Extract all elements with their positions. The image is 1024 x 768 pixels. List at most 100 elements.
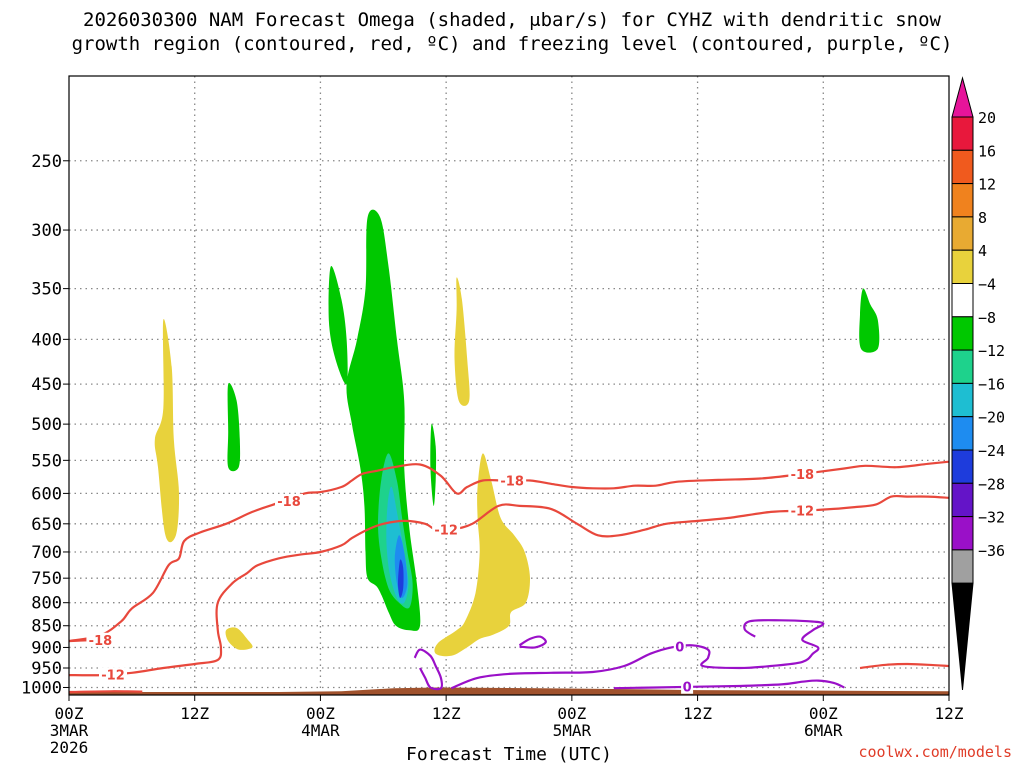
colorbar-swatch xyxy=(951,249,974,284)
colorbar-bottom-arrow xyxy=(951,582,974,691)
colorbar-label: −36 xyxy=(978,542,1005,560)
colorbar-swatch xyxy=(951,449,974,484)
freezing-contour-line-1 xyxy=(450,619,825,690)
dendritic-contour-label-0-1: -18 xyxy=(500,475,524,490)
colorbar: 20 16 12 8 4 −4 −8 −12 −16 −20 −24 −28 −32 −36 xyxy=(951,76,1005,691)
dendritic-contour-label-1-2: -12 xyxy=(791,505,815,520)
x-tick-label: 12Z xyxy=(935,704,964,723)
omega-region-11 xyxy=(434,453,531,657)
x-tick-label: 2026 xyxy=(50,738,89,757)
x-tick-label: 6MAR xyxy=(804,721,843,740)
colorbar-swatch xyxy=(951,349,974,384)
y-tick-label: 650 xyxy=(31,515,62,535)
y-tick-label: 750 xyxy=(31,569,62,589)
x-tick-label: 00Z xyxy=(809,704,838,723)
colorbar-label: 20 xyxy=(978,109,996,127)
omega-region-1 xyxy=(225,627,253,650)
omega-shading xyxy=(154,209,880,657)
freezing-contour-line-2 xyxy=(518,635,547,649)
colorbar-swatch xyxy=(951,216,974,251)
x-tick-label: 5MAR xyxy=(553,721,592,740)
y-tick-label: 950 xyxy=(31,659,62,679)
colorbar-label: 8 xyxy=(978,209,987,227)
colorbar-label: 12 xyxy=(978,176,996,194)
y-tick-label: 450 xyxy=(31,375,62,395)
dendritic-contour-label-1-1: -12 xyxy=(434,524,458,539)
dendritic-contour-line-4 xyxy=(69,690,143,694)
y-tick-label: 850 xyxy=(31,617,62,637)
dendritic-contour-label-bg xyxy=(432,522,461,537)
colorbar-label: −4 xyxy=(978,276,996,294)
dendritic-contour-label-bg xyxy=(86,632,115,647)
y-tick-label: 700 xyxy=(31,543,62,563)
dendritic-contour-label-bg xyxy=(275,493,303,508)
x-tick-label: 3MAR xyxy=(50,721,89,740)
freezing-contour-label-bg xyxy=(673,639,686,654)
freezing-contour-line-3 xyxy=(613,679,845,690)
dendritic-contour-label-bg xyxy=(788,503,817,518)
x-tick-label: 4MAR xyxy=(301,721,340,740)
omega-region-10 xyxy=(454,277,470,406)
dendritic-contour-label-bg xyxy=(498,473,527,488)
colorbar-label: −8 xyxy=(978,309,996,327)
dendritic-contour-line-3 xyxy=(859,662,949,670)
contours: -18 -18 -18 -12 -12 -12 -18 0 0 xyxy=(69,460,949,696)
freezing-contour-label-bg xyxy=(681,679,694,694)
freezing-contour-line-0 xyxy=(413,648,444,691)
colorbar-label: −12 xyxy=(978,342,1005,360)
omega-region-12 xyxy=(859,288,880,353)
omega-region-0 xyxy=(154,318,180,543)
x-tick-label: 00Z xyxy=(557,704,586,723)
colorbar-label: 4 xyxy=(978,242,987,260)
colorbar-label: −16 xyxy=(978,375,1005,393)
freezing-contour-label-1-0: 0 xyxy=(675,641,684,656)
y-tick-label: 600 xyxy=(31,484,62,504)
chart-title: 2026030300 NAM Forecast Omega (shaded, μ… xyxy=(0,8,1024,56)
omega-region-8 xyxy=(398,559,404,598)
y-tick-label: 400 xyxy=(31,330,62,350)
omega-region-9 xyxy=(430,423,437,507)
dendritic-contour-label-bg xyxy=(788,466,817,481)
y-tick-label: 350 xyxy=(31,280,62,300)
dendritic-contour-label-2-0: -18 xyxy=(89,634,113,649)
x-tick-label: 12Z xyxy=(683,704,712,723)
colorbar-swatch xyxy=(951,116,974,151)
x-tick-label: 00Z xyxy=(306,704,335,723)
omega-region-3 xyxy=(328,265,348,385)
y-tick-label: 250 xyxy=(31,152,62,172)
y-tick-label: 900 xyxy=(31,638,62,658)
dendritic-contour-label-1-0: -12 xyxy=(101,668,125,683)
dendritic-contour-line-0 xyxy=(69,460,949,643)
freezing-contour-label-3-0: 0 xyxy=(683,681,692,696)
colorbar-swatch xyxy=(951,416,974,451)
colorbar-label: −20 xyxy=(978,409,1005,427)
title-line-2: growth region (contoured, red, ºC) and f… xyxy=(71,33,953,55)
colorbar-label: −24 xyxy=(978,442,1005,460)
dendritic-contour-label-0-2: -18 xyxy=(791,468,815,483)
x-tick-label: 00Z xyxy=(55,704,84,723)
y-axis: 2503003504004505005506006507007508008509… xyxy=(21,152,69,698)
colorbar-swatch xyxy=(951,183,974,218)
colorbar-swatch xyxy=(951,149,974,185)
omega-region-2 xyxy=(227,382,241,472)
y-tick-label: 1000 xyxy=(21,678,62,698)
colorbar-label: −32 xyxy=(978,509,1005,527)
colorbar-label: 16 xyxy=(978,142,996,160)
title-line-1: 2026030300 NAM Forecast Omega (shaded, μ… xyxy=(83,9,941,31)
colorbar-swatch xyxy=(951,482,974,518)
x-tick-label: 12Z xyxy=(432,704,461,723)
dendritic-contour-label-0-0: -18 xyxy=(277,495,301,510)
ground-surface xyxy=(69,687,949,695)
y-tick-label: 500 xyxy=(31,415,62,435)
credit-text: coolwx.com/models xyxy=(858,743,1012,761)
colorbar-swatch xyxy=(951,283,974,318)
dendritic-contour-label-bg xyxy=(99,667,127,682)
y-tick-label: 550 xyxy=(31,451,62,471)
colorbar-label: −28 xyxy=(978,475,1005,493)
y-tick-label: 800 xyxy=(31,594,62,614)
x-axis-label: Forecast Time (UTC) xyxy=(406,744,612,765)
colorbar-swatch xyxy=(951,549,974,584)
colorbar-swatch xyxy=(951,516,974,551)
